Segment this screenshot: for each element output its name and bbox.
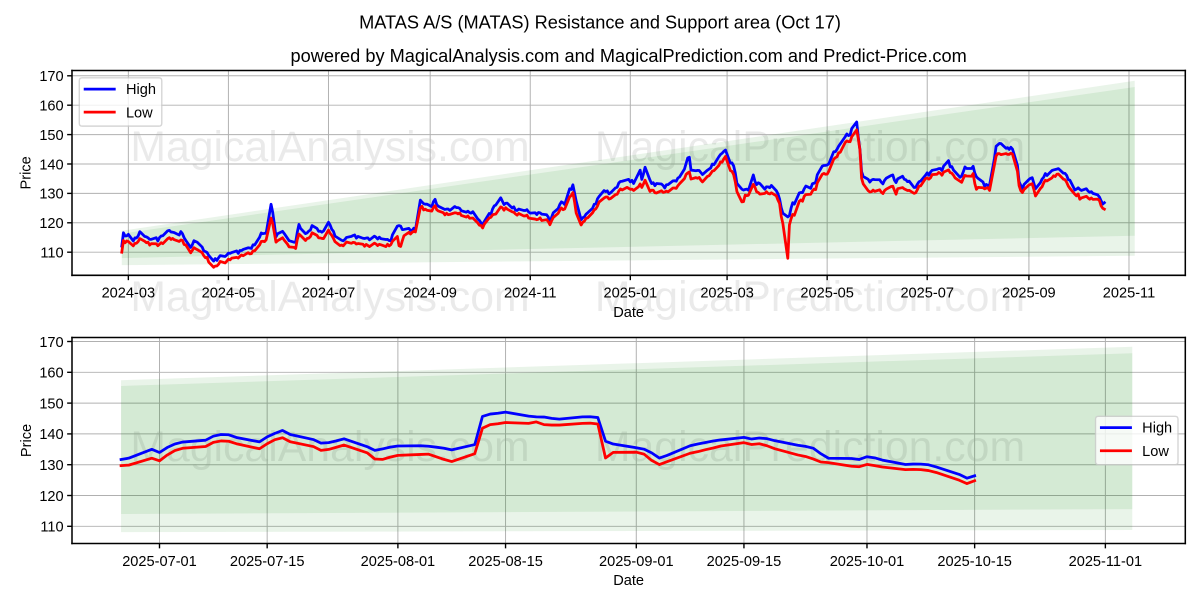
svg-text:2025-01: 2025-01 [604,286,658,302]
svg-text:130: 130 [39,187,63,203]
svg-text:130: 130 [39,458,63,474]
svg-text:2025-10-01: 2025-10-01 [830,554,905,570]
svg-text:Price: Price [19,424,35,457]
svg-text:MagicalAnalysis.com: MagicalAnalysis.com [130,123,529,171]
svg-text:2024-09: 2024-09 [403,286,457,302]
svg-text:MATAS A/S (MATAS) Resistance a: MATAS A/S (MATAS) Resistance and Support… [359,13,841,33]
svg-text:2025-05: 2025-05 [800,286,854,302]
svg-text:2025-07-01: 2025-07-01 [122,554,197,570]
svg-text:2025-11: 2025-11 [1103,286,1155,302]
svg-text:160: 160 [39,98,63,114]
svg-text:2025-03: 2025-03 [700,286,754,302]
svg-text:140: 140 [39,427,63,443]
svg-text:120: 120 [39,216,63,232]
svg-text:170: 170 [39,69,63,85]
svg-text:Date: Date [613,305,644,321]
svg-text:2025-09-15: 2025-09-15 [707,554,782,570]
svg-text:2025-08-01: 2025-08-01 [361,554,436,570]
svg-text:120: 120 [39,489,63,505]
svg-text:2024-07: 2024-07 [302,286,356,302]
svg-text:powered by MagicalAnalysis.com: powered by MagicalAnalysis.com and Magic… [291,46,967,66]
svg-text:2024-11: 2024-11 [504,286,556,302]
svg-text:High: High [1142,421,1172,437]
svg-text:150: 150 [39,128,63,144]
svg-text:Low: Low [126,105,153,121]
svg-text:2025-11-01: 2025-11-01 [1069,554,1143,570]
svg-text:140: 140 [39,157,63,173]
svg-text:2024-03: 2024-03 [102,286,156,302]
svg-text:2025-07-15: 2025-07-15 [230,554,305,570]
svg-text:High: High [126,82,156,98]
svg-text:2025-10-15: 2025-10-15 [937,554,1012,570]
svg-text:MagicalAnalysis.com: MagicalAnalysis.com [130,273,529,321]
svg-text:110: 110 [40,245,63,261]
svg-text:Low: Low [1142,444,1169,460]
svg-text:Date: Date [613,573,644,589]
svg-text:2025-07: 2025-07 [900,286,954,302]
svg-text:2025-09: 2025-09 [1002,286,1056,302]
svg-text:2025-08-15: 2025-08-15 [468,554,543,570]
svg-text:150: 150 [39,396,63,412]
svg-text:110: 110 [40,520,63,536]
svg-text:2025-09-01: 2025-09-01 [599,554,674,570]
svg-text:2024-05: 2024-05 [202,286,256,302]
svg-text:170: 170 [39,335,63,351]
svg-text:MagicalPrediction.com: MagicalPrediction.com [595,273,1025,321]
svg-text:Price: Price [19,156,35,189]
svg-text:160: 160 [39,366,63,382]
